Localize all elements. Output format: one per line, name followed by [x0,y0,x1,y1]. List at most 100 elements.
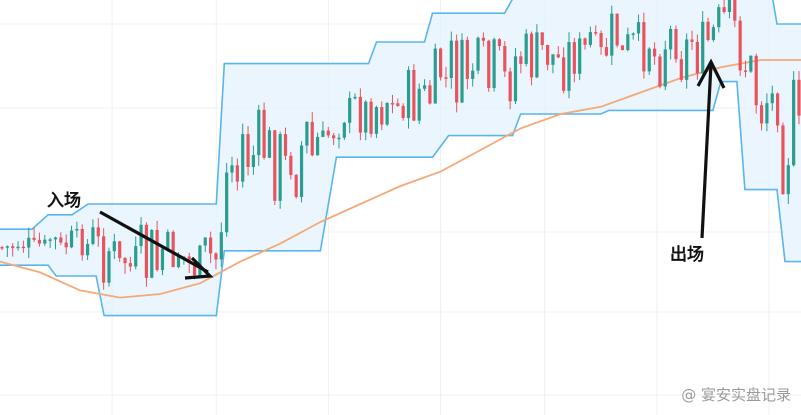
candle-body [471,70,475,79]
candle-body [364,101,368,133]
channel-lower-line [0,80,801,317]
candle-body [786,165,790,195]
candle-body [695,41,699,74]
candle-body [246,134,250,167]
candle-body [385,103,389,125]
entry-arrow-head [184,256,214,280]
candle-body [69,230,74,248]
candle-body [690,39,694,42]
candle-body [75,228,79,231]
candle-body [765,103,769,124]
candle-body [118,241,122,258]
candle-body [21,246,25,249]
candle-body [337,137,341,140]
candle-body [583,38,587,45]
candle-body [305,121,309,146]
candle-body [433,48,437,104]
candle-body [529,33,534,78]
candle-body [455,40,459,103]
candle-body [289,155,293,175]
candle-body [59,237,63,243]
candle-body [273,130,277,201]
candle-body [262,109,266,158]
candle-body [32,237,36,240]
candle-body [567,42,571,91]
candle-body [733,0,737,21]
candle-body [27,237,31,248]
candle-body [797,79,801,116]
channel-upper-line [0,0,801,230]
annotation-entry: 入场 [47,191,81,211]
candle-body [626,34,630,51]
candle-body [540,32,544,46]
candle-body [503,46,507,72]
candle-body [545,45,550,65]
candle-body [492,39,496,89]
candle-body [674,29,678,60]
candle-body [310,121,314,156]
candle-body [278,134,282,201]
candle-body [176,256,181,268]
candle-body [594,32,598,34]
candle-body [658,56,662,87]
candle-body [535,32,539,78]
candle-body [620,45,625,51]
candle-body [711,27,716,41]
candle-body [353,96,357,99]
candle-body [401,105,405,119]
candle-body [214,253,218,260]
candle-body [37,239,42,244]
candle-body [380,107,384,125]
candle-body [417,88,421,121]
candle-body [588,32,592,45]
candle-body [155,229,159,270]
candle-body [64,242,68,248]
candle-body [150,229,154,278]
candle-body [166,231,170,249]
candle-body [85,243,90,256]
candle-body [465,39,469,79]
candle-body [321,130,325,137]
candle-body [508,71,512,102]
candle-body [497,39,502,47]
candle-body [43,239,47,244]
exit-arrow [700,63,713,239]
candle-body [604,47,609,56]
candle-body [5,246,9,248]
candle-body [123,257,127,264]
moving-average-line [0,59,801,299]
candle-body [332,135,336,139]
candle-body [369,101,373,134]
candle-body [422,85,427,89]
candle-body [11,246,15,249]
candle-body [294,174,298,197]
candle-body [102,236,106,283]
annotation-exit: 出场 [670,244,704,265]
candle-body [775,93,780,126]
candle-body [631,33,635,35]
candle-body [460,39,464,103]
candle-body [642,22,646,72]
candle-body [358,96,362,133]
candle-body [749,55,753,72]
candle-body [738,20,742,71]
candle-body [754,55,758,106]
candle-body [578,38,582,74]
candle-body [556,54,560,58]
candle-body [599,32,603,48]
candle-body [406,69,411,119]
candle-body [781,125,785,195]
candle-body [444,77,448,79]
candle-body [235,165,239,182]
candle-body [96,227,100,237]
candle-body [107,251,111,283]
channel-fill [0,0,801,316]
candle-body [315,136,320,156]
candle-body [722,7,726,12]
watermark: @ 宴安实盘记录 [681,386,791,404]
candle-body [679,59,683,80]
candle-body [171,231,175,268]
candle-body [192,262,197,276]
candle-body [374,107,379,134]
candle-body [230,165,234,173]
